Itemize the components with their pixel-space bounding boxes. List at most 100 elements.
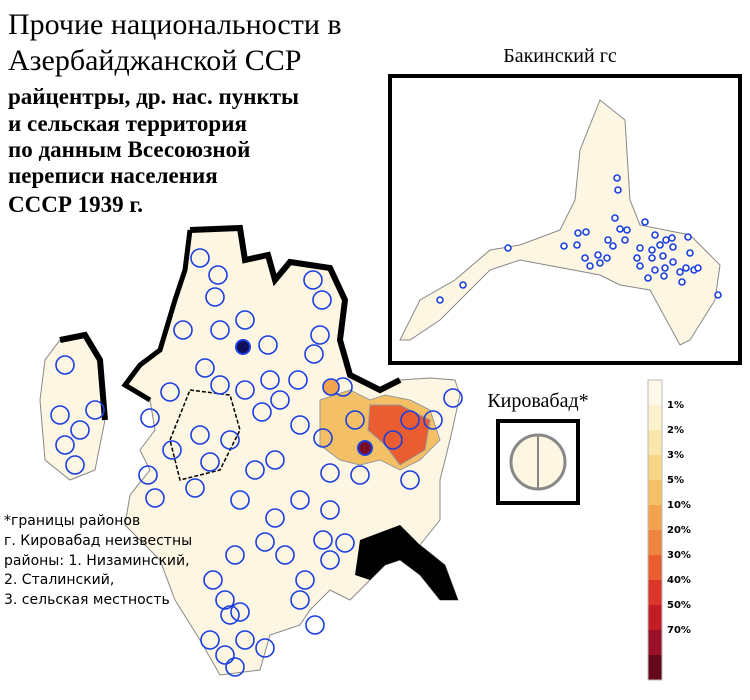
- settlement-marker: [581, 254, 589, 262]
- title-line: Азербайджанской ССР: [8, 44, 301, 77]
- settlement-marker: [235, 380, 255, 400]
- legend-label: 70%: [667, 625, 691, 636]
- settlement-marker: [574, 229, 582, 237]
- settlement-marker: [560, 242, 568, 250]
- settlement-marker: [651, 266, 659, 274]
- settlement-marker: [55, 435, 75, 455]
- legend-label: 10%: [667, 500, 691, 511]
- settlement-marker: [230, 602, 250, 622]
- legend-label: 5%: [667, 475, 684, 486]
- settlement-marker: [320, 463, 340, 483]
- settlement-marker: [205, 287, 225, 307]
- settlement-marker: [636, 262, 644, 270]
- legend-frame: [647, 379, 663, 681]
- settlement-marker: [220, 605, 240, 625]
- settlement-marker: [621, 236, 629, 244]
- settlement-marker: [648, 254, 656, 262]
- settlement-marker: [648, 246, 656, 254]
- settlement-marker: [275, 545, 295, 565]
- note-line: *границы районов: [4, 513, 140, 529]
- settlements: [50, 248, 463, 677]
- settlement-marker: [295, 570, 315, 590]
- settlement-marker: [613, 174, 621, 182]
- settlement-marker: [320, 550, 340, 570]
- settlement-marker: [220, 430, 240, 450]
- subtitle-line: и сельская территория: [8, 111, 247, 136]
- settlement-marker: [190, 248, 210, 268]
- settlement-marker: [190, 425, 210, 445]
- note-line: районы: 1. Низаминский,: [4, 553, 190, 569]
- settlement-marker: [270, 390, 290, 410]
- settlement-marker: [203, 570, 223, 590]
- legend-swatch: [648, 655, 662, 680]
- settlement-marker: [714, 291, 722, 299]
- legend-label: 2%: [667, 425, 684, 436]
- settlement-marker: [504, 244, 512, 252]
- baku-settlements: [436, 174, 722, 304]
- subtitle-line: по данным Всесоюзной: [8, 137, 250, 162]
- district-border: [169, 389, 241, 481]
- settlement-marker: [215, 645, 235, 665]
- settlement-marker: [225, 545, 245, 565]
- legend-swatch: [648, 580, 662, 605]
- settlement-marker: [443, 388, 463, 408]
- legend-swatch: [648, 380, 662, 405]
- settlement-marker: [686, 249, 694, 257]
- settlement-marker: [676, 268, 684, 276]
- subtitle-line: СССР 1939 г.: [8, 192, 143, 217]
- settlement-marker: [235, 310, 255, 330]
- inset-title: Бакинский гс: [503, 45, 617, 67]
- settlement-marker: [656, 241, 664, 249]
- settlement-marker: [604, 236, 612, 244]
- settlement-marker: [230, 490, 250, 510]
- settlement-marker: [70, 420, 90, 440]
- settlement-marker: [651, 231, 659, 239]
- settlement-marker: [633, 254, 641, 262]
- settlement-marker: [173, 320, 193, 340]
- settlement-marker: [162, 440, 182, 460]
- settlement-marker: [659, 252, 667, 260]
- settlement-marker: [260, 370, 280, 390]
- settlement-marker: [215, 590, 235, 610]
- settlement-marker: [400, 470, 420, 490]
- settlement-marker: [322, 378, 340, 396]
- settlement-marker: [350, 465, 370, 485]
- legend-label: 20%: [667, 525, 691, 536]
- settlement-marker: [678, 278, 686, 286]
- settlement-marker: [669, 258, 677, 266]
- settlement-marker: [160, 382, 180, 402]
- settlement-marker: [208, 265, 228, 285]
- settlement-marker: [288, 370, 308, 390]
- settlement-marker: [662, 236, 670, 244]
- settlement-marker: [603, 254, 611, 262]
- settlement-marker: [694, 264, 702, 272]
- border: [189, 224, 402, 394]
- settlement-marker: [65, 455, 85, 475]
- settlement-marker: [636, 244, 644, 252]
- settlement-marker: [313, 530, 333, 550]
- settlement-marker: [50, 405, 70, 425]
- settlement-marker: [305, 615, 325, 635]
- settlement-marker: [614, 186, 622, 194]
- settlement-marker: [258, 335, 278, 355]
- settlement-marker: [661, 264, 669, 272]
- settlement-marker: [459, 281, 467, 289]
- settlement-marker: [596, 259, 604, 267]
- legend-swatch: [648, 480, 662, 505]
- settlement-marker: [616, 225, 624, 233]
- note-line: 2. Сталинский,: [4, 572, 114, 588]
- settlement-marker: [594, 251, 602, 259]
- legend-swatch: [648, 555, 662, 580]
- settlement-marker: [335, 533, 355, 553]
- settlement-marker: [235, 630, 255, 650]
- legend-swatch: [648, 455, 662, 480]
- legend-label: 40%: [667, 575, 691, 586]
- settlement-marker: [310, 325, 330, 345]
- settlement-marker: [200, 452, 220, 472]
- settlement-marker: [669, 243, 677, 251]
- kirovabad-label: Кировабад*: [487, 390, 588, 412]
- settlement-marker: [55, 355, 75, 375]
- settlement-marker: [644, 274, 652, 282]
- border: [59, 331, 108, 421]
